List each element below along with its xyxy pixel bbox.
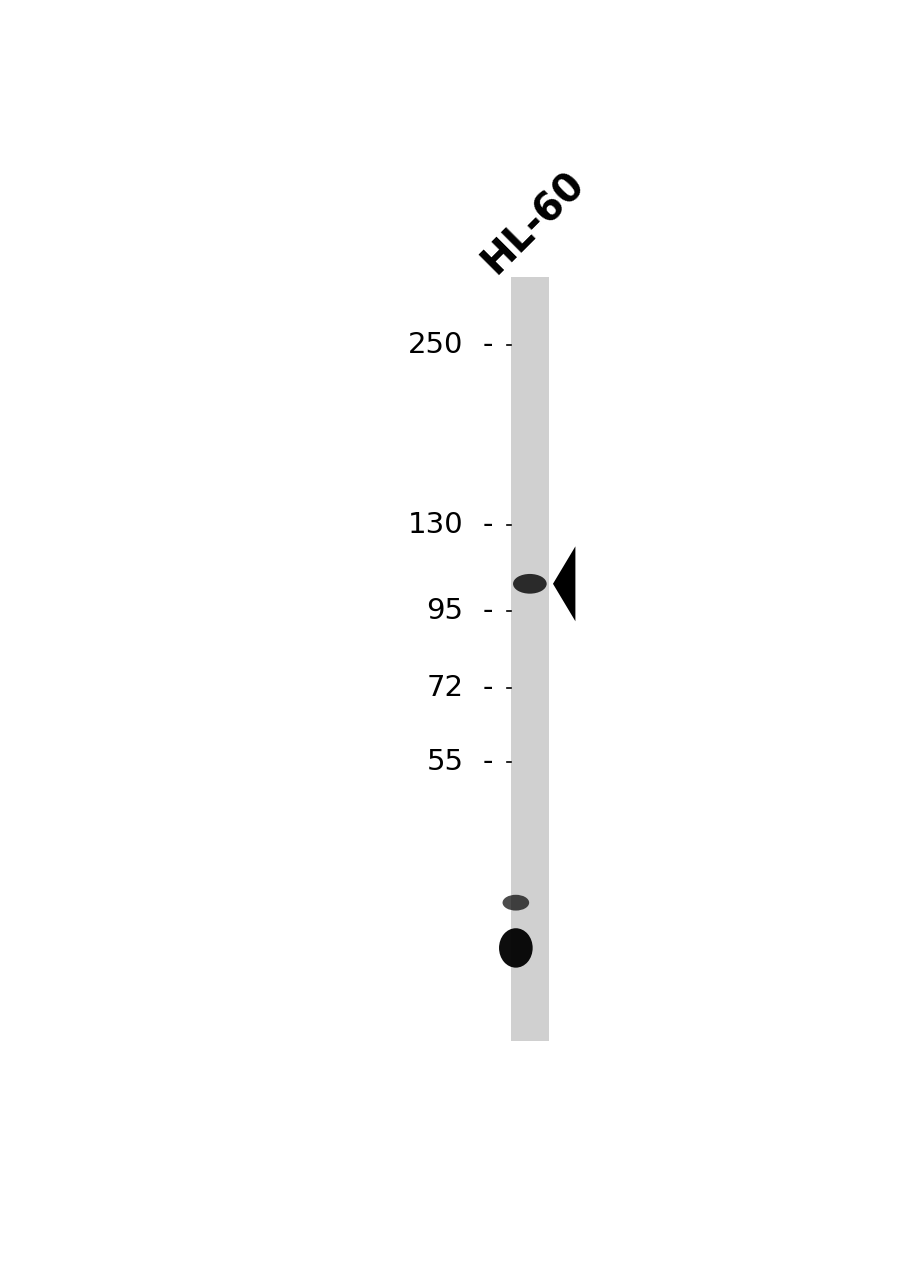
Text: 250: 250 xyxy=(407,330,463,358)
Text: -: - xyxy=(482,748,492,776)
Polygon shape xyxy=(553,547,575,621)
Text: 95: 95 xyxy=(426,598,463,626)
Text: -: - xyxy=(482,673,492,701)
Text: 72: 72 xyxy=(426,673,463,701)
Text: 130: 130 xyxy=(407,511,463,539)
Ellipse shape xyxy=(502,895,528,910)
Text: -: - xyxy=(482,511,492,539)
Text: -: - xyxy=(482,330,492,358)
Text: -: - xyxy=(482,598,492,626)
Ellipse shape xyxy=(513,573,546,594)
Text: HL-60: HL-60 xyxy=(474,165,591,282)
Text: 55: 55 xyxy=(426,748,463,776)
Bar xyxy=(510,276,548,1041)
Ellipse shape xyxy=(498,928,532,968)
